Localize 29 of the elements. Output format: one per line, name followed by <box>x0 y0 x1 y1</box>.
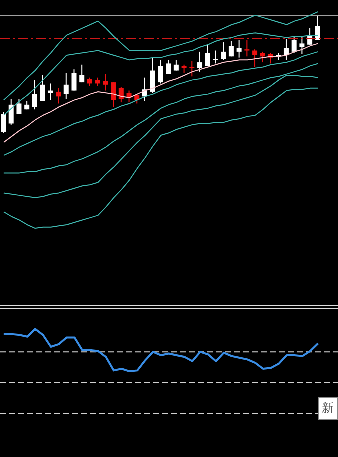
candlestick <box>252 49 258 68</box>
candlestick <box>205 44 210 67</box>
candlestick <box>158 60 164 84</box>
candlestick <box>80 64 85 84</box>
candlestick <box>32 80 38 110</box>
candlestick <box>72 69 77 92</box>
candlestick <box>40 74 46 102</box>
text: 新 <box>318 397 338 420</box>
candlestick <box>292 36 297 54</box>
candlestick <box>221 42 226 61</box>
candlestick <box>16 98 22 115</box>
candlestick <box>260 51 266 64</box>
candlestick <box>236 40 242 58</box>
candlestick <box>190 60 195 78</box>
candlestick <box>1 111 6 134</box>
candlestick <box>150 57 156 94</box>
candlestick <box>111 82 116 108</box>
candlestick <box>228 40 234 58</box>
candlestick <box>64 72 69 100</box>
candlestick <box>118 86 124 104</box>
candlestick <box>244 40 250 58</box>
candlestick <box>103 74 108 92</box>
candlestick <box>284 38 289 61</box>
candlestick <box>300 36 305 55</box>
candlestick <box>166 60 172 75</box>
candlestick <box>8 98 14 126</box>
candlestick <box>174 60 179 72</box>
candlestick <box>198 51 203 72</box>
candlestick <box>56 88 62 104</box>
